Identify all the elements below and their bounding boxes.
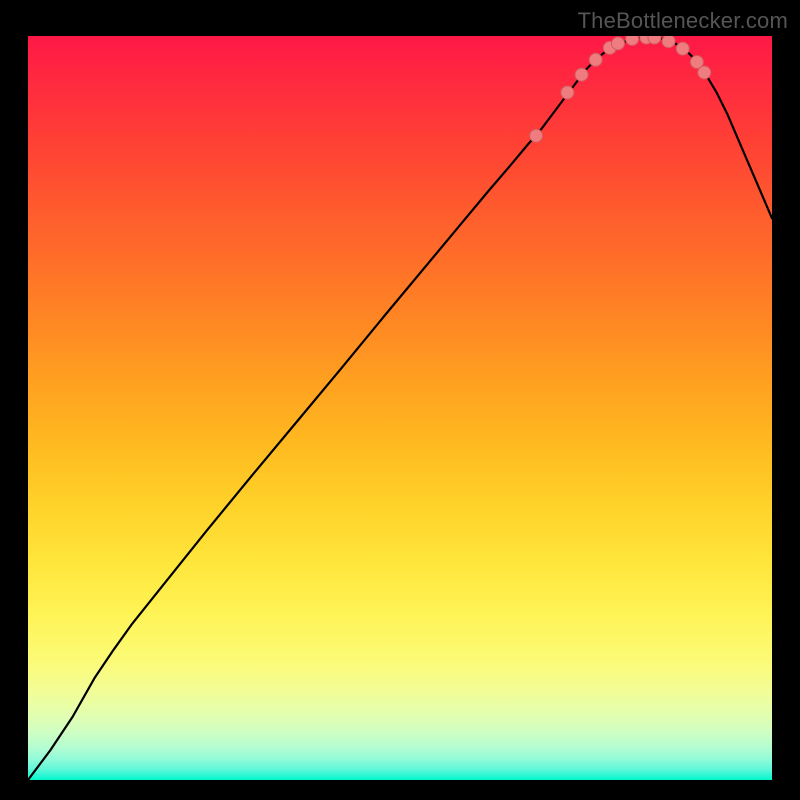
data-marker (648, 36, 661, 44)
data-marker (698, 66, 711, 79)
chart-svg (28, 36, 772, 780)
data-marker (530, 129, 543, 142)
data-marker (676, 42, 689, 55)
gradient-background (28, 36, 772, 780)
data-marker (662, 36, 675, 48)
watermark-text: TheBottlenecker.com (578, 8, 788, 34)
chart-container: TheBottlenecker.com (0, 0, 800, 800)
data-marker (575, 68, 588, 81)
data-marker (589, 53, 602, 66)
plot-area (28, 36, 772, 780)
data-marker (561, 86, 574, 99)
data-marker (626, 36, 639, 45)
data-marker (611, 37, 624, 50)
